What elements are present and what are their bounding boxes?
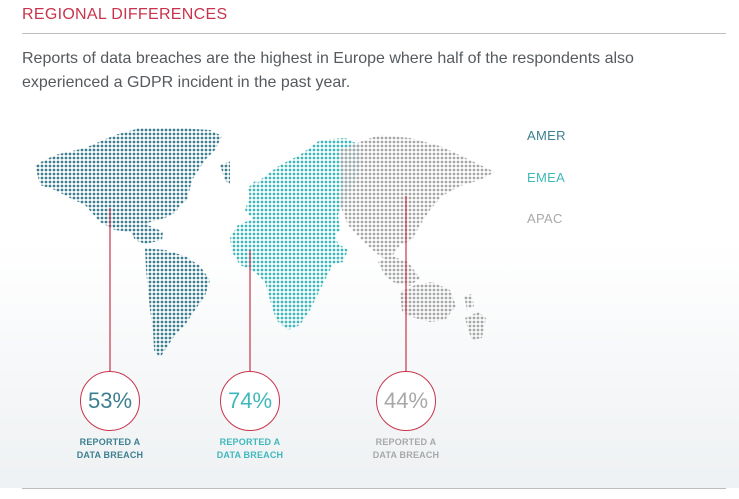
apac-region — [340, 135, 495, 340]
bottom-divider — [22, 488, 726, 489]
title-divider — [22, 33, 726, 34]
stat-value-amer: 53% — [87, 388, 133, 413]
stat-circle-emea: 74% — [220, 371, 280, 431]
stat-caption-line1: REPORTED A — [79, 437, 141, 447]
lead-paragraph: Reports of data breaches are the highest… — [22, 50, 634, 91]
connector-lines — [109, 196, 407, 371]
stat-circle-apac: 44% — [376, 371, 436, 431]
stat-caption-emea: REPORTED A DATA BREACH — [190, 436, 310, 462]
legend-item-amer: AMER — [527, 128, 566, 143]
legend-item-apac: APAC — [527, 211, 563, 226]
stat-value-emea: 74% — [227, 388, 273, 413]
stat-caption-line1: REPORTED A — [219, 437, 281, 447]
stat-circle-amer: 53% — [80, 371, 140, 431]
stat-caption-apac: REPORTED A DATA BREACH — [346, 436, 466, 462]
legend-item-emea: EMEA — [527, 170, 566, 185]
stat-caption-line2: DATA BREACH — [76, 450, 144, 460]
stat-caption-line1: REPORTED A — [375, 437, 437, 447]
section-title: REGIONAL DIFFERENCES — [22, 6, 228, 23]
stat-caption-amer: REPORTED A DATA BREACH — [50, 436, 170, 462]
stat-caption-line2: DATA BREACH — [216, 450, 284, 460]
stat-value-apac: 44% — [383, 388, 429, 413]
stat-caption-line2: DATA BREACH — [372, 450, 440, 460]
amer-region — [35, 128, 230, 358]
